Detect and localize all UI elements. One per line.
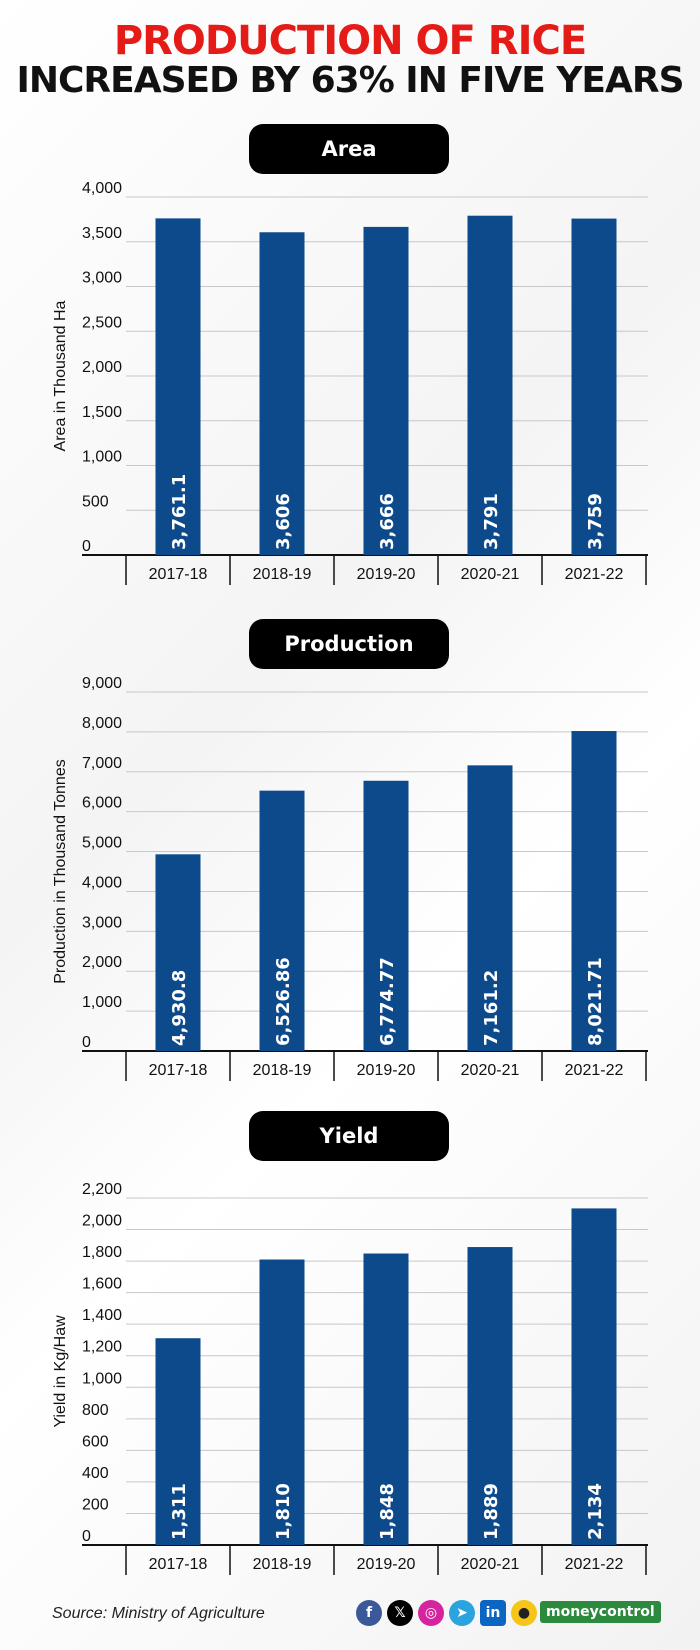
- bar-value-label: 3,791: [481, 493, 502, 550]
- x-tick-label: 2021-22: [565, 1062, 624, 1079]
- bar-value-label: 4,930.8: [169, 970, 190, 1046]
- y-tick-label: 8,000: [82, 715, 122, 732]
- bar: [571, 218, 617, 555]
- y-tick-label: 3,000: [82, 270, 122, 287]
- y-tick-label: 1,500: [82, 404, 122, 421]
- bar: [363, 780, 409, 1051]
- headline-line1: PRODUCTION OF RICE: [113, 18, 587, 64]
- y-tick-label: 4,000: [82, 874, 122, 891]
- y-tick-label: 2,200: [82, 1181, 122, 1198]
- y-axis-label: Area in Thousand Ha: [52, 300, 69, 451]
- bar: [259, 232, 305, 555]
- y-tick-label: 0: [82, 1528, 91, 1545]
- bar: [259, 790, 305, 1051]
- y-axis-label: Production in Thousand Tonnes: [52, 759, 69, 983]
- bar: [155, 854, 201, 1051]
- x-tick-label: 2017-18: [149, 1062, 208, 1079]
- x-tick-label: 2020-21: [461, 1062, 520, 1079]
- bar: [467, 1247, 513, 1545]
- x-tick-label: 2019-20: [357, 1062, 416, 1079]
- y-tick-label: 1,600: [82, 1276, 122, 1293]
- x-tick-label: 2018-19: [253, 1556, 312, 1573]
- y-tick-label: 7,000: [82, 755, 122, 772]
- x-tick-label: 2021-22: [565, 1556, 624, 1573]
- bar-value-label: 2,134: [585, 1483, 606, 1540]
- area-chart-title: Area: [249, 124, 449, 174]
- y-tick-label: 2,000: [82, 359, 122, 376]
- instagram-icon[interactable]: ◎: [418, 1600, 444, 1626]
- koo-icon[interactable]: ●: [511, 1600, 537, 1626]
- y-tick-label: 2,500: [82, 314, 122, 331]
- y-tick-label: 6,000: [82, 795, 122, 812]
- bar-value-label: 7,161.2: [481, 970, 502, 1046]
- area-chart: 0 500 1,000 1,500 2,000 2,500 3,000 3,500 4,000 3…: [52, 180, 648, 585]
- bar: [363, 226, 409, 555]
- production-chart: 0 1,000 2,000 3,000 4,000 5,000 6,000 7,000 8,00…: [52, 675, 648, 1081]
- production-chart-title: Production: [249, 619, 449, 669]
- bar-value-label: 3,666: [377, 493, 398, 550]
- bar: [259, 1259, 305, 1545]
- y-tick-label: 400: [82, 1465, 109, 1482]
- y-tick-label: 2,000: [82, 954, 122, 971]
- y-tick-label: 1,000: [82, 994, 122, 1011]
- x-tick-label: 2019-20: [357, 566, 416, 583]
- y-tick-label: 0: [82, 538, 91, 555]
- y-tick-label: 1,800: [82, 1244, 122, 1261]
- bar-value-label: 1,848: [377, 1483, 398, 1540]
- y-tick-label: 0: [82, 1034, 91, 1051]
- yield-chart-title: Yield: [249, 1111, 449, 1161]
- bar-value-label: 3,759: [585, 493, 606, 550]
- x-tick-label: 2021-22: [565, 566, 624, 583]
- x-tick-label: 2020-21: [461, 566, 520, 583]
- y-tick-label: 3,500: [82, 225, 122, 242]
- bar-value-label: 3,606: [273, 493, 294, 550]
- bar-value-label: 8,021.71: [585, 957, 606, 1046]
- bar: [571, 1208, 617, 1545]
- x-tick-label: 2019-20: [357, 1556, 416, 1573]
- y-tick-label: 200: [82, 1496, 109, 1513]
- y-tick-label: 1,000: [82, 449, 122, 466]
- y-tick-label: 800: [82, 1402, 109, 1419]
- bar: [571, 731, 617, 1051]
- y-tick-label: 4,000: [82, 180, 122, 197]
- y-tick-label: 2,000: [82, 1213, 122, 1230]
- y-tick-label: 500: [82, 493, 109, 510]
- headline-line2: INCREASED BY 63% IN FIVE YEARS: [16, 60, 684, 101]
- bar: [363, 1253, 409, 1545]
- x-tick-label: 2017-18: [149, 1556, 208, 1573]
- bar: [467, 765, 513, 1051]
- bar: [155, 1338, 201, 1545]
- x-tick-label: 2018-19: [253, 566, 312, 583]
- moneycontrol-logo[interactable]: moneycontrol: [540, 1601, 661, 1623]
- bar-value-label: 6,774.77: [377, 957, 398, 1046]
- bar-value-label: 6,526.86: [273, 957, 294, 1046]
- x-tick-label: 2018-19: [253, 1062, 312, 1079]
- y-tick-label: 1,200: [82, 1339, 122, 1356]
- bar-value-label: 1,311: [169, 1483, 190, 1540]
- y-tick-label: 5,000: [82, 835, 122, 852]
- bar-value-label: 1,889: [481, 1483, 502, 1540]
- telegram-icon[interactable]: ➤: [449, 1600, 475, 1626]
- y-tick-label: 600: [82, 1433, 109, 1450]
- y-tick-label: 1,400: [82, 1307, 122, 1324]
- source-note: Source: Ministry of Agriculture: [52, 1605, 265, 1622]
- y-tick-label: 9,000: [82, 675, 122, 692]
- facebook-icon[interactable]: f: [356, 1600, 382, 1626]
- y-tick-label: 1,000: [82, 1370, 122, 1387]
- bar-value-label: 1,810: [273, 1483, 294, 1540]
- x-tick-label: 2020-21: [461, 1556, 520, 1573]
- y-axis-label: Yield in Kg/Haw: [52, 1315, 69, 1428]
- yield-chart: 0 200 400 600 800 1,000 1,200 1,400 1,600 1,800 2,…: [52, 1181, 648, 1575]
- linkedin-icon[interactable]: in: [480, 1600, 506, 1626]
- x-icon[interactable]: 𝕏: [387, 1600, 413, 1626]
- x-tick-label: 2017-18: [149, 566, 208, 583]
- y-tick-label: 3,000: [82, 914, 122, 931]
- bar: [467, 215, 513, 555]
- bar-value-label: 3,761.1: [169, 474, 190, 550]
- bar: [155, 218, 201, 556]
